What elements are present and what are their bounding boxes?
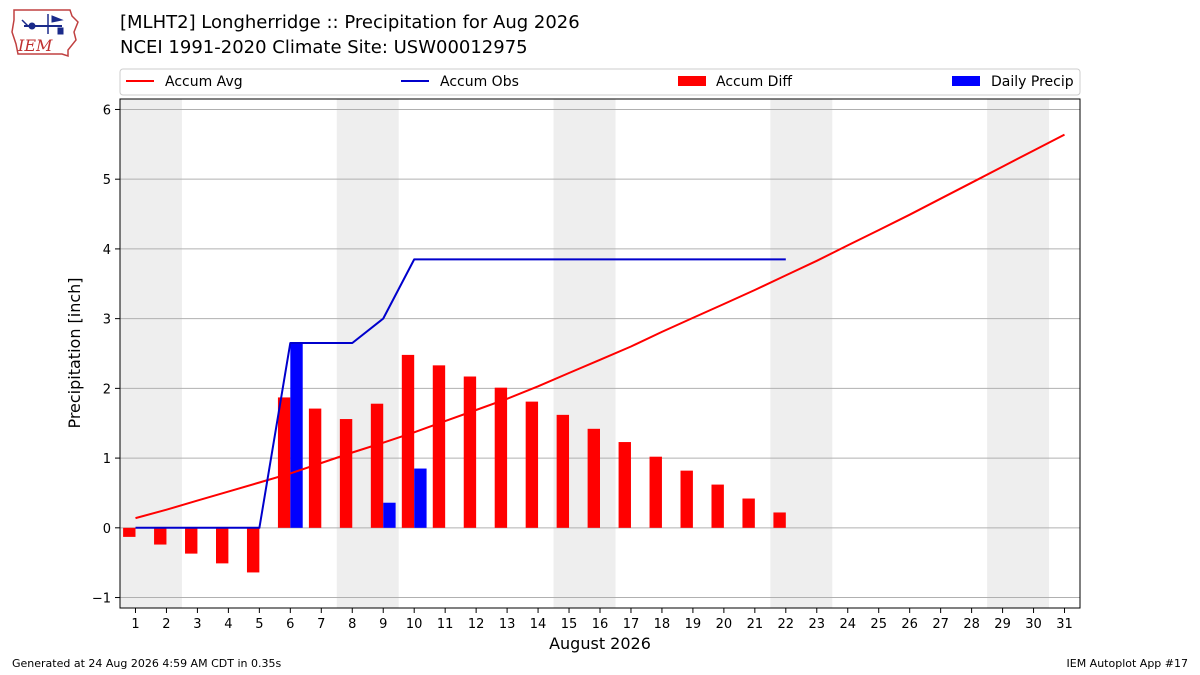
x-tick-label: 9	[379, 617, 387, 632]
weekend-shade	[336, 99, 399, 608]
x-tick-label: 23	[809, 617, 826, 632]
accum-diff-bar	[618, 442, 631, 528]
x-tick-label: 27	[932, 617, 949, 632]
legend-label-accum-avg: Accum Avg	[165, 74, 243, 90]
x-tick-label: 25	[870, 617, 887, 632]
chart-subtitle: NCEI 1991-2020 Climate Site: USW00012975	[120, 37, 528, 58]
x-tick-label: 10	[406, 617, 423, 632]
accum-diff-bar	[525, 401, 539, 528]
accum-diff-bar	[246, 527, 260, 573]
x-ticks: 1 2 3 4 5 6 7 8 9 10 11 12 13 14 15 16 17 18 19 20 21 22 23 24 2…	[131, 608, 1073, 632]
weekend-shade	[120, 99, 182, 608]
accum-diff-bar	[123, 527, 136, 537]
x-tick-label: 30	[1025, 617, 1042, 632]
accum-diff-bar	[277, 397, 291, 528]
footer-app: IEM Autoplot App #17	[1066, 657, 1189, 670]
x-tick-label: 12	[468, 617, 485, 632]
y-tick-label: 5	[103, 173, 111, 188]
x-tick-label: 24	[839, 617, 856, 632]
bars	[123, 343, 786, 573]
accum-diff-bar	[587, 428, 600, 528]
footer-generated: Generated at 24 Aug 2026 4:59 AM CDT in …	[12, 657, 282, 670]
accum-diff-bar	[339, 419, 353, 528]
x-tick-label: 21	[747, 617, 764, 632]
x-tick-label: 7	[317, 617, 325, 632]
accum-avg-line	[135, 133, 1065, 520]
accum-diff-bar	[308, 408, 322, 528]
weather-station-icon	[21, 14, 64, 35]
y-tick-label: 0	[103, 522, 111, 537]
legend-item-accum-avg: Accum Avg	[126, 74, 243, 90]
accum-diff-bar	[401, 354, 415, 528]
x-axis-label: August 2026	[549, 634, 651, 653]
legend-label-accum-obs: Accum Obs	[440, 74, 519, 90]
legend: Accum Avg Accum Obs Accum Diff Daily Pre…	[119, 68, 1081, 96]
accum-diff-bar	[494, 387, 508, 528]
accum-diff-bar	[216, 527, 229, 564]
y-tick-label: 4	[103, 243, 111, 258]
y-tick-label: 6	[103, 103, 111, 118]
x-tick-label: 22	[778, 617, 795, 632]
daily-precip-bar	[290, 343, 303, 528]
x-tick-label: 17	[623, 617, 640, 632]
legend-label-daily-precip: Daily Precip	[991, 74, 1074, 90]
x-tick-label: 16	[592, 617, 609, 632]
daily-precip-bar	[414, 468, 427, 528]
weekend-shade	[987, 99, 1050, 608]
x-tick-label: 4	[224, 617, 232, 632]
x-tick-label: 1	[131, 617, 139, 632]
x-tick-label: 26	[901, 617, 918, 632]
x-tick-label: 6	[286, 617, 294, 632]
legend-label-accum-diff: Accum Diff	[716, 74, 792, 90]
legend-swatch-daily-precip	[952, 76, 980, 86]
legend-item-accum-diff: Accum Diff	[678, 74, 792, 90]
accum-diff-bar	[711, 484, 724, 528]
y-tick-label: −1	[92, 592, 111, 607]
accum-diff-bar	[773, 512, 786, 528]
x-tick-label: 29	[994, 617, 1011, 632]
accum-diff-bar	[556, 414, 570, 528]
x-tick-label: 8	[348, 617, 356, 632]
weekend-shade	[770, 99, 833, 608]
y-tick-label: 3	[103, 313, 111, 328]
accum-diff-bar	[185, 527, 198, 554]
x-tick-label: 18	[654, 617, 671, 632]
accum-diff-bar	[649, 456, 662, 528]
x-tick-label: 2	[162, 617, 170, 632]
accum-diff-bar	[742, 498, 755, 528]
accum-obs-line	[135, 258, 786, 529]
legend-frame	[119, 68, 1081, 96]
accum-diff-bar	[432, 365, 446, 528]
lines	[135, 133, 1065, 529]
daily-precip-bar	[383, 502, 396, 528]
x-tick-label: 20	[716, 617, 733, 632]
accum-diff-bar	[463, 376, 477, 528]
legend-item-daily-precip: Daily Precip	[952, 74, 1074, 90]
iem-logo: IEM	[11, 9, 79, 58]
chart-title: [MLHT2] Longherridge :: Precipitation fo…	[120, 12, 580, 33]
iowa-outline	[11, 9, 79, 58]
accum-diff-bar	[680, 470, 693, 528]
x-tick-label: 15	[561, 617, 578, 632]
weekend-shade	[553, 99, 616, 608]
x-tick-label: 19	[685, 617, 702, 632]
x-tick-label: 5	[255, 617, 263, 632]
y-tick-label: 2	[103, 382, 111, 397]
y-ticks: −1 0 1 2 3 4 5 6	[92, 103, 120, 607]
x-tick-label: 11	[437, 617, 454, 632]
y-axis-label: Precipitation [inch]	[65, 277, 84, 428]
x-tick-label: 13	[499, 617, 516, 632]
x-tick-label: 14	[530, 617, 547, 632]
accum-diff-bar	[370, 403, 384, 528]
x-tick-label: 3	[193, 617, 201, 632]
logo-text: IEM	[17, 36, 53, 55]
legend-item-accum-obs: Accum Obs	[401, 74, 519, 90]
y-tick-label: 1	[103, 452, 111, 467]
legend-swatch-accum-diff	[678, 76, 706, 86]
x-tick-label: 28	[963, 617, 980, 632]
accum-diff-bar	[154, 527, 167, 545]
x-tick-label: 31	[1056, 617, 1073, 632]
